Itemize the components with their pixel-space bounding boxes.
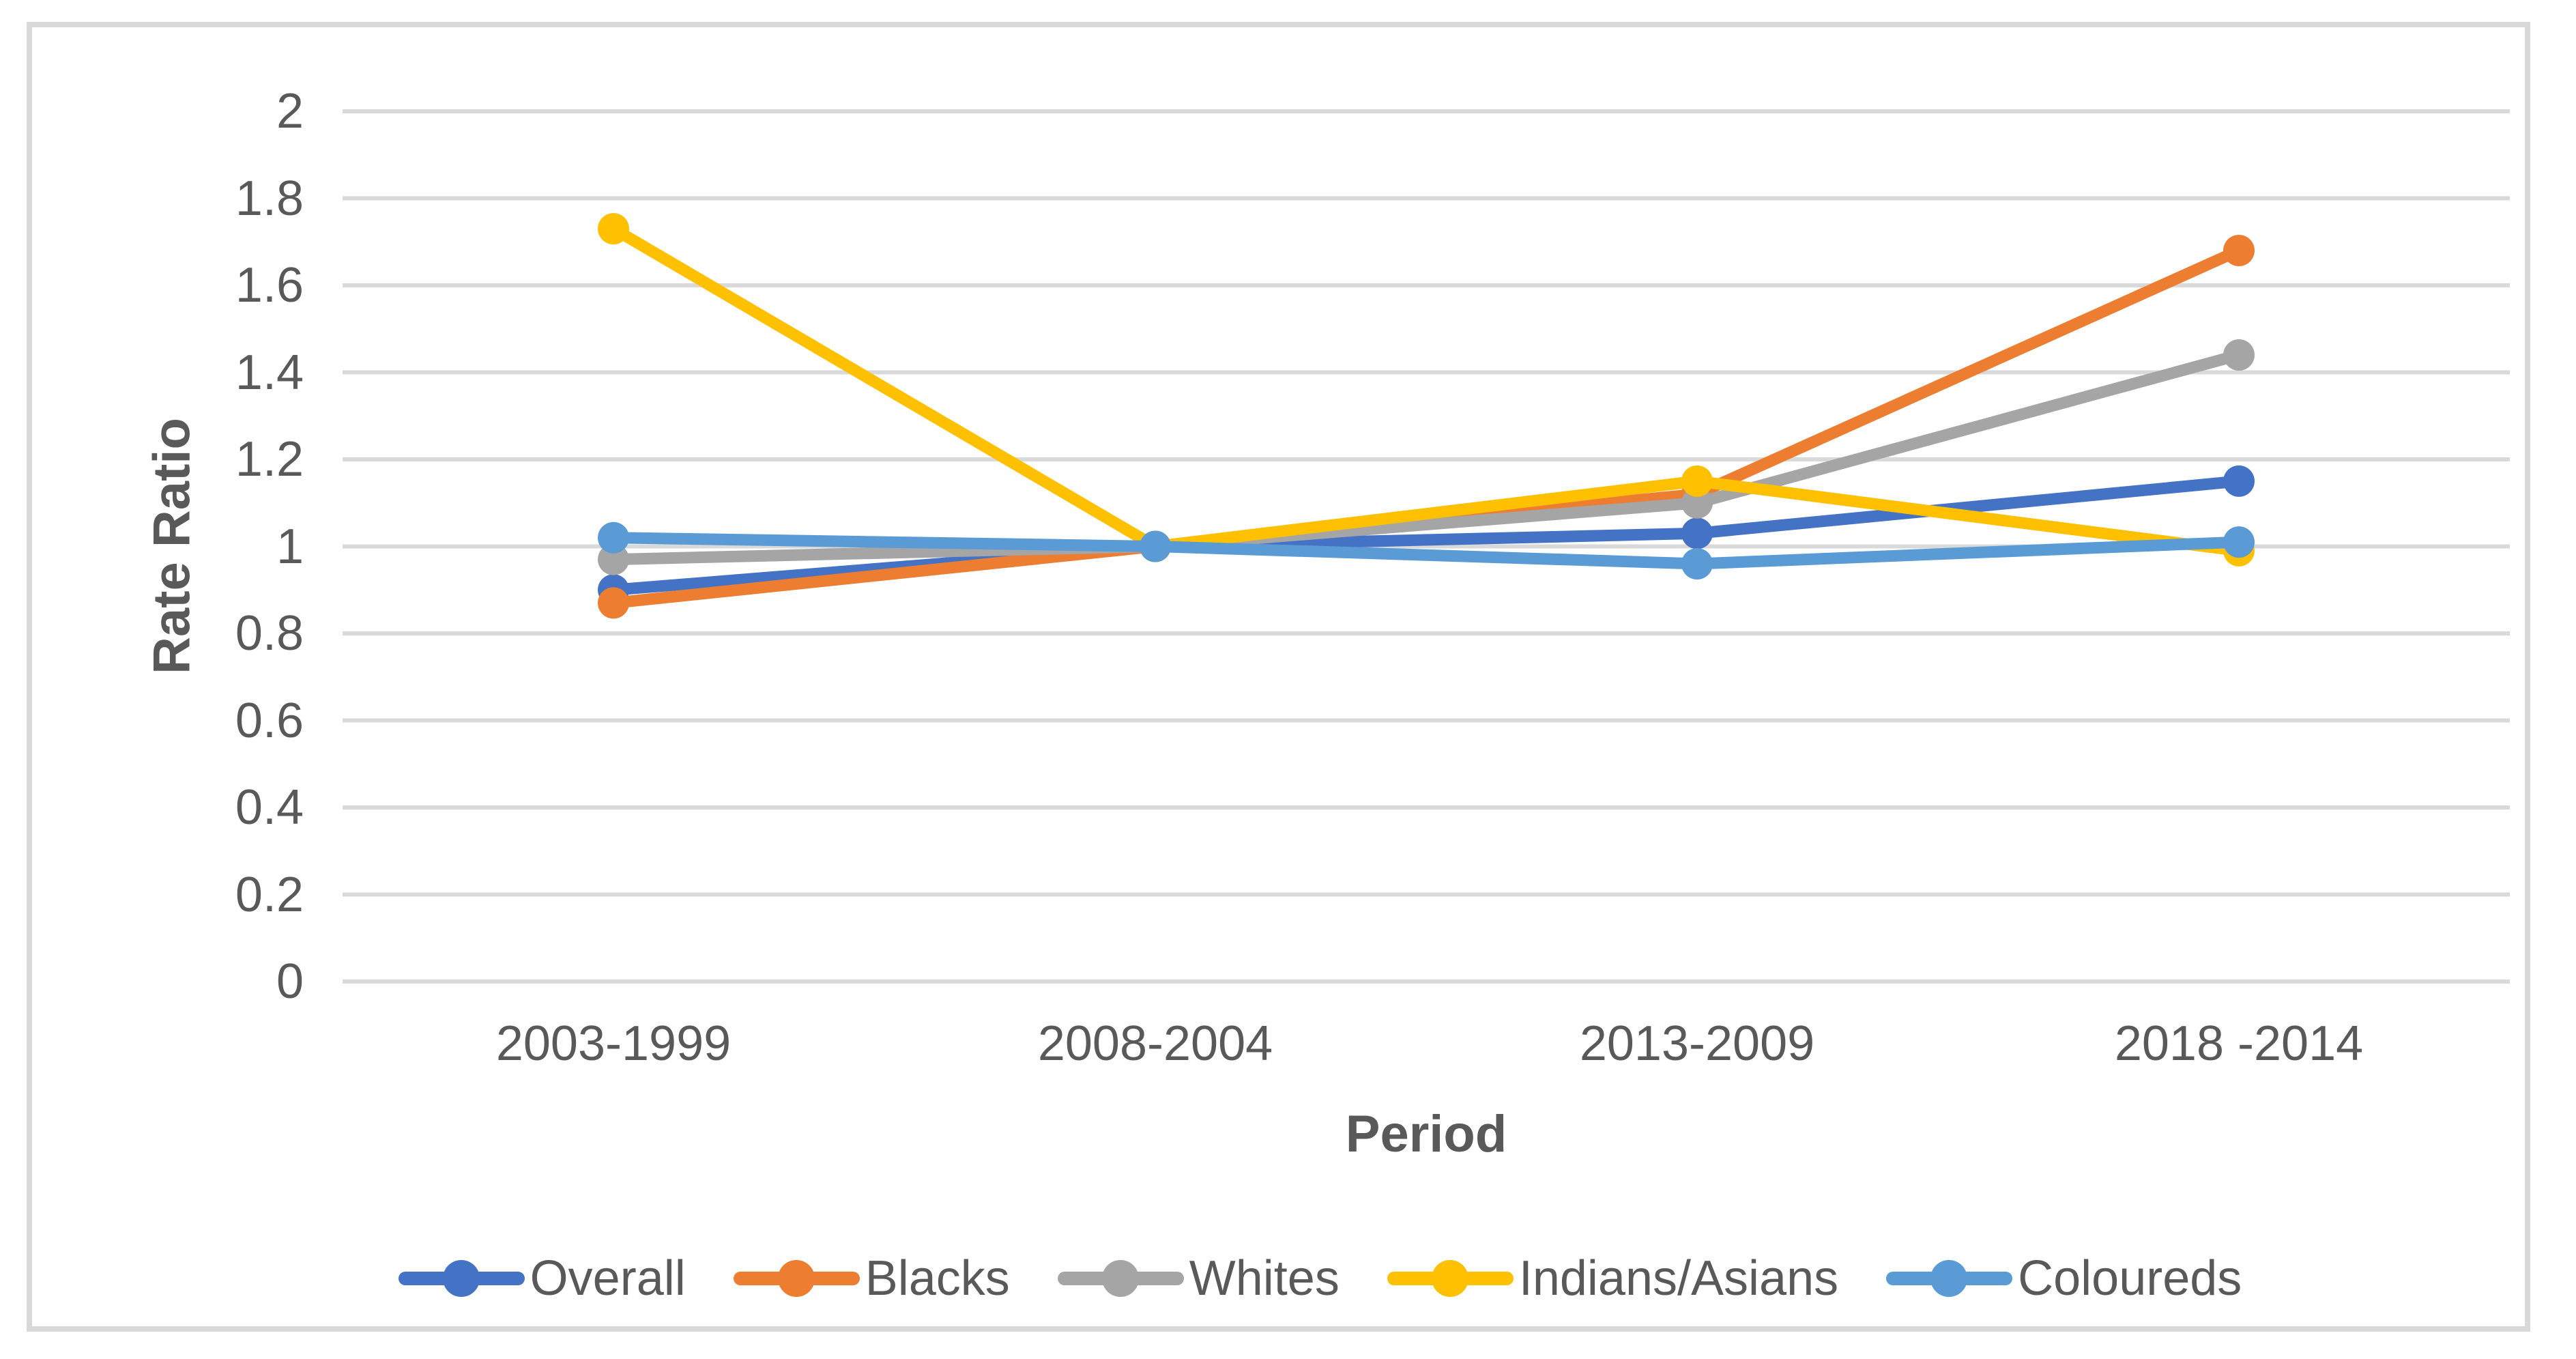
legend-item-whites: Whites [1057, 1248, 1340, 1309]
series-line-overall [607, 475, 2245, 596]
legend-label: Coloureds [2018, 1251, 2242, 1306]
y-tick-label: 0.4 [235, 780, 304, 835]
data-point-blacks-0 [598, 587, 629, 619]
data-point-whites-0 [598, 543, 629, 575]
data-point-whites-2 [1681, 487, 1713, 519]
data-point-overall-2 [1681, 517, 1713, 549]
legend-marker-icon [733, 1260, 860, 1297]
x-axis-title: Period [1345, 1105, 1507, 1163]
x-tick-label: 2008-2004 [1037, 1016, 1273, 1071]
legend-label: Whites [1189, 1251, 1340, 1306]
legend-item-indians-asians: Indians/Asians [1387, 1248, 1838, 1309]
legend-label: Blacks [865, 1251, 1010, 1306]
data-point-coloureds-3 [2223, 526, 2255, 558]
legend-item-coloureds: Coloureds [1886, 1248, 2242, 1309]
data-point-indians-asians-0 [598, 213, 629, 245]
x-tick-label: 2003-1999 [495, 1016, 732, 1071]
legend-item-overall: Overall [398, 1248, 686, 1309]
legend-label: Overall [530, 1251, 686, 1306]
y-tick-label: 1.2 [235, 432, 304, 487]
legend-item-blacks: Blacks [733, 1248, 1010, 1309]
series-line-whites [607, 349, 2245, 566]
y-tick-label: 2 [276, 84, 304, 139]
data-point-overall-3 [2223, 465, 2255, 497]
chart-frame: 2 1.8 1.6 1.4 1.2 1 0.8 0.6 0.4 0.2 0 2003-1999 200… [27, 22, 2530, 1332]
series-line-coloureds [607, 532, 2245, 570]
legend-marker-icon [398, 1260, 525, 1297]
data-point-coloureds-1 [1140, 530, 1171, 562]
line-chart-plot [343, 109, 2510, 984]
y-tick-label: 1.4 [235, 345, 304, 400]
y-tick-label: 1.6 [235, 258, 304, 313]
x-tick-label: 2018 -2014 [2114, 1016, 2364, 1071]
y-tick-label: 0.6 [235, 693, 304, 748]
data-point-whites-3 [2223, 339, 2255, 371]
data-point-coloureds-0 [598, 521, 629, 554]
y-tick-label: 1 [276, 519, 304, 574]
legend-label: Indians/Asians [1518, 1251, 1839, 1306]
series-line-indians-asians [607, 223, 2245, 557]
y-axis-title: Rate Ratio [143, 418, 201, 674]
data-point-coloureds-2 [1681, 548, 1713, 580]
y-tick-label: 0 [276, 954, 304, 1009]
data-point-blacks-3 [2223, 235, 2255, 266]
legend-marker-icon [1387, 1260, 1514, 1297]
data-point-indians-asians-2 [1681, 465, 1713, 497]
legend-marker-icon [1886, 1260, 2013, 1297]
y-tick-label: 0.8 [235, 606, 304, 661]
legend-marker-icon [1057, 1260, 1184, 1297]
y-tick-label: 0.2 [235, 867, 304, 922]
legend: Overall Blacks Whites Indians/Asians Coloure… [32, 1248, 2576, 1309]
y-tick-label: 1.8 [235, 171, 304, 226]
x-tick-label: 2013-2009 [1579, 1016, 1815, 1071]
